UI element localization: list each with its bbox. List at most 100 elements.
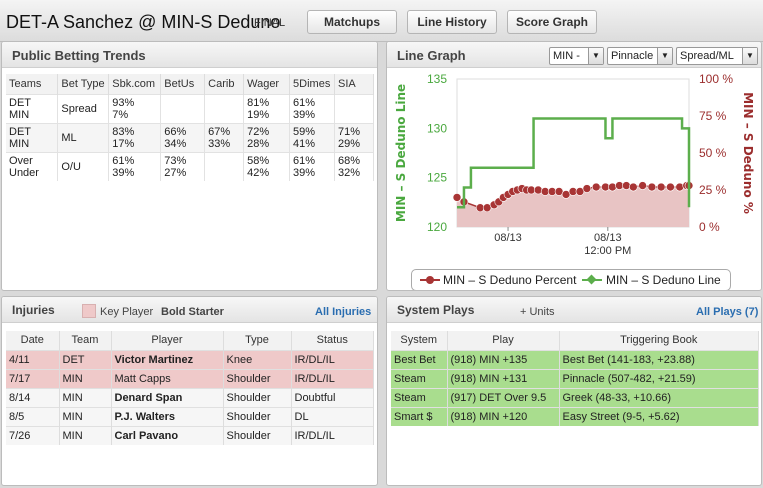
percent-point	[666, 182, 675, 192]
team-cell: MIN	[59, 406, 112, 426]
market-select[interactable]: Spread/ML ▼	[676, 47, 758, 65]
date-cell: 7/26	[6, 425, 60, 445]
system-cell: Steam	[391, 387, 448, 407]
carib-cell: 67% 33%	[204, 122, 245, 152]
chart-legend: MIN – S Deduno Percent MIN – S Deduno Li…	[411, 269, 731, 290]
team-cell: MIN	[59, 387, 112, 407]
teams-cell: DET MIN	[6, 93, 59, 123]
player-cell: Carl Pavano	[111, 425, 224, 445]
table-row: 8/14 MIN Denard Span Shoulder Doubtful	[6, 387, 374, 407]
column-header: Wager	[243, 74, 291, 94]
table-row[interactable]: Steam (917) DET Over 9.5 Greek (48-33, +…	[391, 387, 759, 407]
right-axis-tick-label: 0 %	[699, 220, 720, 234]
percent-point	[638, 181, 647, 190]
key-player-label: Key Player	[100, 306, 154, 318]
team-select[interactable]: MIN - ▼	[549, 47, 604, 65]
table-row[interactable]: Best Bet (918) MIN +135 Best Bet (141-18…	[391, 349, 759, 369]
team-cell: MIN	[59, 425, 112, 445]
betus-cell: 73% 27%	[160, 151, 206, 181]
system-cell: Best Bet	[391, 349, 448, 369]
dimes-cell: 59% 41%	[289, 122, 336, 152]
left-axis-tick-label: 135	[427, 72, 447, 86]
play-cell: (918) MIN +135	[447, 349, 560, 369]
play-cell: (918) MIN +120	[447, 406, 560, 426]
betting-trends-title: Public Betting Trends	[12, 48, 146, 63]
left-axis-title: MIN – S Deduno Line	[394, 84, 408, 222]
bet-type-cell: O/U	[57, 151, 110, 181]
chevron-down-icon: ▼	[588, 48, 603, 64]
line-graph-title: Line Graph	[397, 48, 466, 63]
sbk-cell: 83% 17%	[108, 122, 162, 152]
player-cell: P.J. Walters	[111, 406, 224, 426]
line-series-step	[457, 117, 691, 209]
percent-point	[582, 184, 592, 193]
status-cell: DL	[291, 406, 374, 426]
right-axis-tick-label: 100 %	[699, 72, 733, 86]
sia-cell: 71% 29%	[334, 122, 374, 152]
sbk-cell: 61% 39%	[108, 151, 162, 181]
triggering-book-cell: Pinnacle (507-482, +21.59)	[559, 368, 759, 388]
percent-legend-marker-icon	[426, 276, 434, 284]
bet-type-cell: Spread	[57, 93, 110, 123]
type-cell: Shoulder	[223, 387, 292, 407]
injuries-table: Date Team Player Type Status 4/11 DET Vi…	[6, 331, 374, 445]
percent-point	[629, 182, 638, 192]
status-cell: IR/DL/IL	[291, 368, 374, 388]
percent-point	[608, 182, 617, 192]
wager-cell: 72% 28%	[243, 122, 291, 152]
date-cell: 7/17	[6, 368, 60, 388]
line-legend-marker-icon	[586, 274, 597, 285]
dimes-cell: 61% 39%	[289, 93, 336, 123]
column-header: Status	[291, 331, 374, 350]
book-select[interactable]: Pinnacle ▼	[607, 47, 673, 65]
system-plays-title: System Plays	[397, 303, 475, 317]
column-header: BetUs	[160, 74, 206, 94]
teams-cell: DET MIN	[6, 122, 59, 152]
column-header: SIA	[334, 74, 374, 94]
left-axis-tick-label: 120	[427, 220, 447, 234]
player-cell: Matt Capps	[111, 368, 224, 388]
system-plays-header: System Plays + Units All Plays (7)	[387, 297, 761, 323]
type-cell: Shoulder	[223, 425, 292, 445]
legend-markers	[420, 274, 602, 285]
column-header: Teams	[6, 74, 59, 94]
matchups-button[interactable]: Matchups	[307, 10, 397, 34]
legend-percent-label: MIN – S Deduno Percent	[443, 273, 577, 287]
table-row[interactable]: Steam (918) MIN +131 Pinnacle (507-482, …	[391, 368, 759, 388]
units-toggle[interactable]: + Units	[520, 306, 555, 318]
key-player-swatch	[82, 304, 96, 318]
all-plays-link[interactable]: All Plays (7)	[696, 306, 759, 318]
sia-cell	[334, 93, 374, 123]
percent-point	[591, 182, 601, 192]
play-cell: (918) MIN +131	[447, 368, 560, 388]
column-header: Team	[59, 331, 112, 350]
system-plays-panel: System Plays + Units All Plays (7) Syste…	[386, 296, 762, 486]
score-graph-button[interactable]: Score Graph	[507, 10, 597, 34]
column-header: Triggering Book	[559, 331, 759, 350]
chevron-down-icon: ▼	[742, 48, 757, 64]
left-axis-tick-label: 130	[427, 121, 447, 135]
table-row: DET MIN Spread 93% 7% 81% 19% 61% 39%	[6, 93, 374, 123]
left-axis-tick-label: 125	[427, 171, 447, 185]
triggering-book-cell: Easy Street (9-5, +5.62)	[559, 406, 759, 426]
status-cell: Doubtful	[291, 387, 374, 407]
all-injuries-link[interactable]: All Injuries	[315, 306, 372, 318]
table-header-row: Teams Bet Type Sbk.com BetUs Carib Wager…	[6, 74, 374, 94]
right-axis-title: MIN – S Deduno %	[741, 92, 755, 214]
line-history-button[interactable]: Line History	[407, 10, 497, 34]
injuries-title: Injuries	[12, 303, 55, 317]
teams-cell: Over Under	[6, 151, 59, 181]
injuries-header: Injuries Key Player Bold Starter All Inj…	[2, 297, 377, 323]
triggering-book-cell: Best Bet (141-183, +23.88)	[559, 349, 759, 369]
date-cell: 4/11	[6, 349, 60, 369]
market-select-value: Spread/ML	[680, 50, 734, 62]
status-cell: IR/DL/IL	[291, 349, 374, 369]
table-row: Over Under O/U 61% 39% 73% 27% 58% 42% 61% 39…	[6, 151, 374, 181]
status-cell: IR/DL/IL	[291, 425, 374, 445]
column-header: System	[391, 331, 448, 350]
column-header: 5Dimes	[289, 74, 336, 94]
betting-trends-header: Public Betting Trends	[2, 42, 377, 68]
table-row[interactable]: Smart $ (918) MIN +120 Easy Street (9-5,…	[391, 406, 759, 426]
percent-point	[452, 193, 462, 202]
table-row: 8/5 MIN P.J. Walters Shoulder DL	[6, 406, 374, 426]
